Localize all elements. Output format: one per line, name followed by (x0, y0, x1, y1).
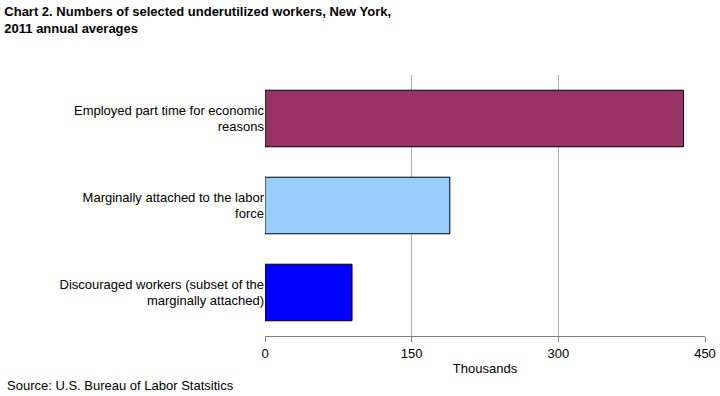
svg-text:0: 0 (261, 346, 268, 361)
svg-text:Discouraged workers (subset of: Discouraged workers (subset of themargin… (60, 277, 264, 309)
svg-text:300: 300 (547, 346, 569, 361)
svg-text:Marginally attached to the lab: Marginally attached to the laborforce (83, 190, 265, 222)
svg-text:Employed part time for economi: Employed part time for economicreasons (74, 103, 265, 135)
svg-text:Thousands: Thousands (453, 361, 518, 376)
svg-text:150: 150 (401, 346, 423, 361)
svg-text:450: 450 (694, 346, 716, 361)
svg-text:Source: U.S. Bureau of Labor S: Source: U.S. Bureau of Labor Statsitics (7, 378, 234, 393)
svg-text:Chart 2. Numbers of selected u: Chart 2. Numbers of selected underutiliz… (4, 4, 391, 36)
